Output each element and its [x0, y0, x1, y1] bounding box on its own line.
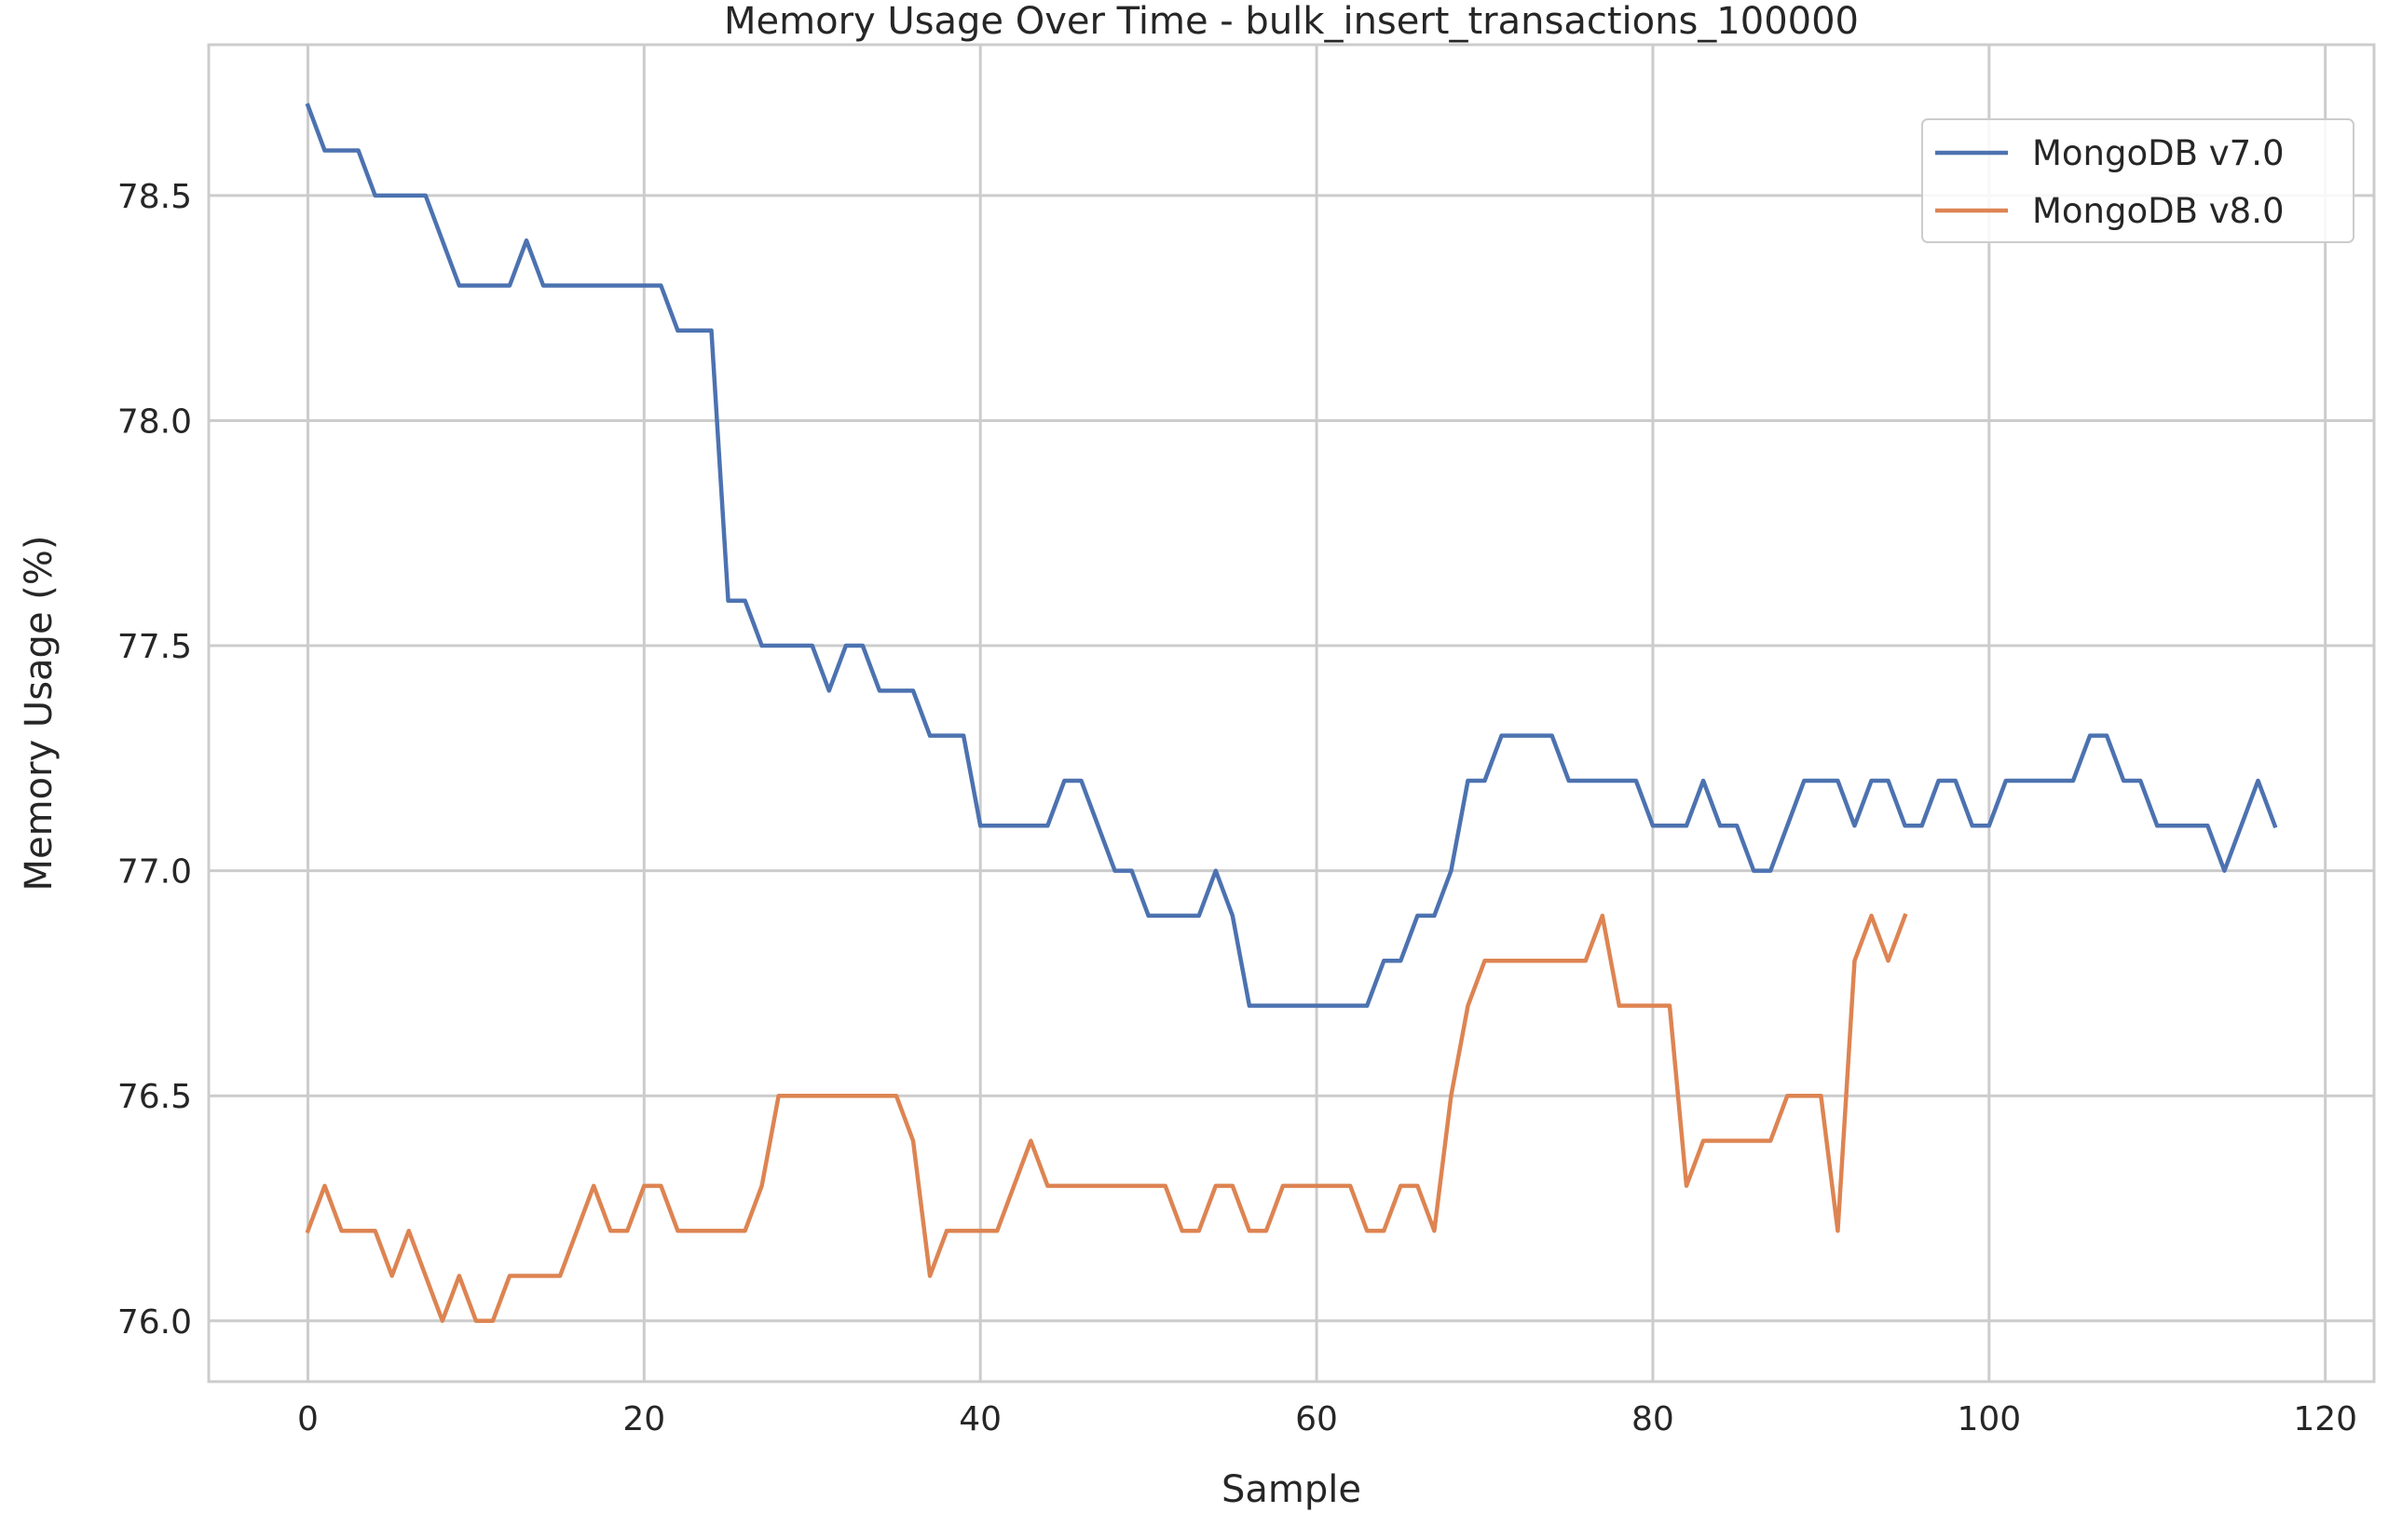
chart-title: Memory Usage Over Time - bulk_insert_tra…: [724, 0, 1859, 43]
y-axis-title: Memory Usage (%): [18, 536, 61, 892]
legend-box: [1921, 118, 2354, 243]
x-tick-label: 0: [297, 1400, 319, 1438]
x-axis-title: Sample: [1221, 1468, 1361, 1511]
legend: MongoDB v7.0 MongoDB v8.0: [1921, 118, 2354, 243]
x-tick-label: 80: [1631, 1400, 1674, 1438]
x-tick-label: 100: [1957, 1400, 2021, 1438]
y-tick-label: 78.0: [117, 402, 192, 441]
series-line: [305, 913, 1908, 1324]
y-tick-label: 76.0: [117, 1303, 192, 1342]
series-lines: [305, 102, 2278, 1324]
tick-labels: 0 20 40 60 80 100 120 76.0 76.5 77.0 77.5 78.0 78.5: [117, 178, 2357, 1438]
x-tick-label: 40: [959, 1400, 1002, 1438]
y-tick-label: 78.5: [117, 178, 192, 216]
y-tick-label: 76.5: [117, 1078, 192, 1116]
legend-label: MongoDB v8.0: [2032, 191, 2285, 231]
x-tick-label: 20: [622, 1400, 665, 1438]
series-line: [305, 102, 2278, 1008]
x-tick-label: 120: [2293, 1400, 2357, 1438]
y-tick-label: 77.0: [117, 853, 192, 892]
grid-lines: [209, 45, 2374, 1382]
plot-frame: [207, 43, 2376, 1383]
y-tick-label: 77.5: [117, 628, 192, 666]
legend-label: MongoDB v7.0: [2032, 133, 2285, 173]
x-tick-label: 60: [1295, 1400, 1338, 1438]
